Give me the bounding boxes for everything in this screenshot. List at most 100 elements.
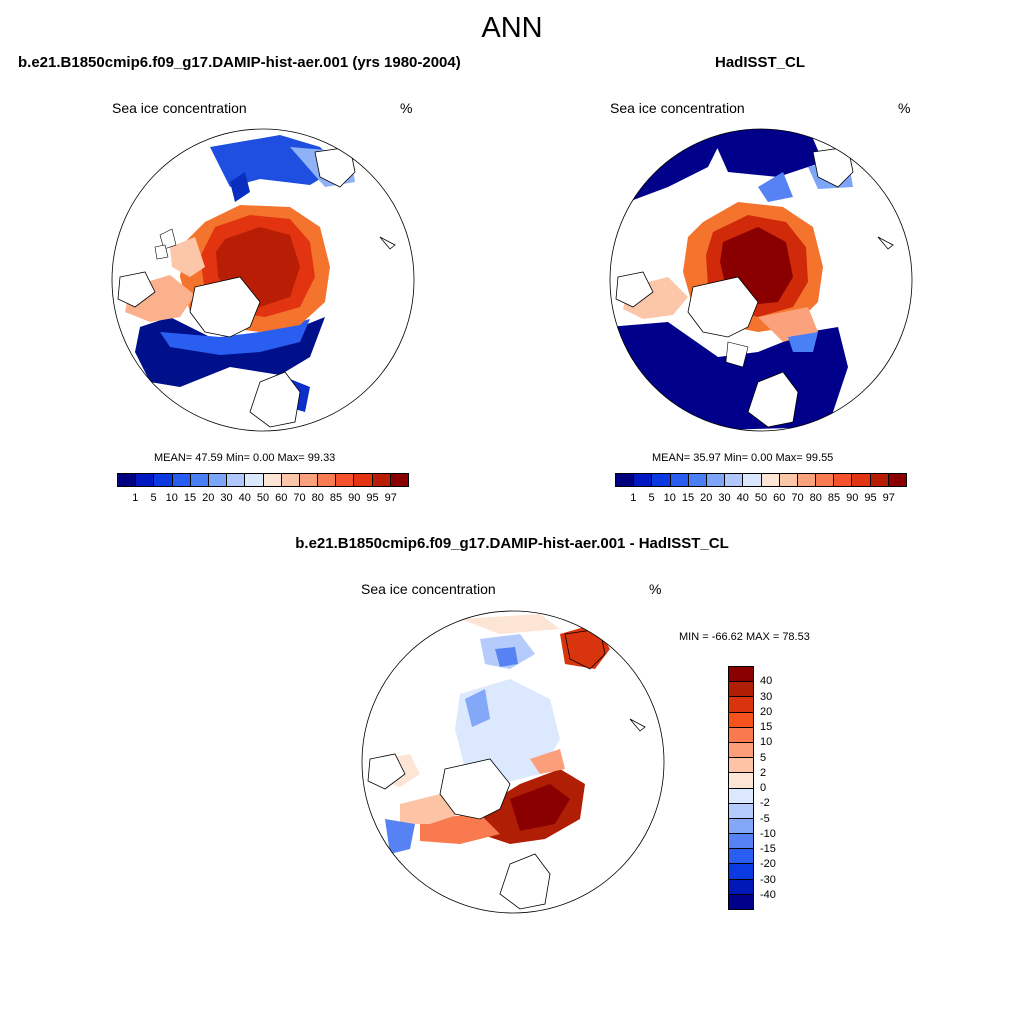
model-colorbar-swatch	[136, 474, 155, 486]
diff-colorbar-swatch	[729, 667, 753, 683]
model-colorbar-tick-label: 15	[183, 492, 197, 504]
diff-colorbar-tick-label: 5	[760, 751, 767, 764]
diff-colorbar-swatch	[729, 758, 753, 774]
model-colorbar-tick-label: 10	[165, 492, 178, 504]
model-colorbar-tick-label: 90	[348, 492, 361, 504]
diff-colorbar-tick-label: 20	[760, 705, 773, 718]
obs-colorbar-swatch	[870, 474, 889, 486]
diff-colorbar	[728, 666, 754, 910]
diff-colorbar-tick-label: -20	[760, 858, 776, 871]
obs-colorbar-tick-label: 80	[809, 492, 822, 504]
obs-unit-label: %	[898, 100, 911, 116]
obs-colorbar-tick-label: 95	[864, 492, 877, 504]
model-colorbar-swatch	[118, 474, 137, 486]
model-colorbar-swatch	[281, 474, 300, 486]
model-colorbar-swatch	[172, 474, 191, 486]
model-colorbar-tick-label: 97	[384, 492, 397, 504]
diff-colorbar-tick-label: 30	[760, 690, 773, 703]
diff-panel-title: b.e21.B1850cmip6.f09_g17.DAMIP-hist-aer.…	[295, 535, 729, 552]
obs-colorbar-tick-label: 60	[773, 492, 786, 504]
obs-colorbar-swatch	[725, 474, 744, 486]
model-colorbar-swatch	[263, 474, 282, 486]
obs-colorbar-tick-label: 10	[663, 492, 676, 504]
diff-colorbar-swatch	[729, 727, 753, 743]
obs-colorbar-tick-label: 5	[648, 492, 655, 504]
diff-polar-map	[361, 610, 665, 914]
obs-colorbar-ticks: 1 5 10 15 20 30 40 50 60 70 80 85 90 95 97	[615, 492, 907, 506]
diff-colorbar-swatch	[729, 818, 753, 835]
diff-colorbar-swatch	[729, 803, 753, 819]
model-colorbar-swatch	[245, 474, 264, 486]
diff-field-label: Sea ice concentration	[361, 581, 496, 597]
diff-colorbar-tick-label: -15	[760, 843, 776, 855]
diff-colorbar-tick-label: 10	[760, 736, 773, 749]
model-colorbar-tick-label: 30	[220, 492, 233, 504]
diff-colorbar-tick-label: 0	[760, 782, 767, 794]
obs-colorbar-tick-label: 15	[681, 492, 695, 504]
diff-colorbar-swatch	[729, 773, 753, 789]
model-colorbar-swatch	[227, 474, 246, 486]
model-colorbar-swatch	[208, 474, 228, 486]
model-colorbar-swatch	[190, 474, 209, 486]
model-colorbar-swatch	[154, 474, 173, 486]
model-colorbar-tick-label: 60	[275, 492, 288, 504]
obs-colorbar-tick-label: 20	[700, 492, 713, 504]
obs-colorbar-swatch	[834, 474, 853, 486]
obs-colorbar	[615, 473, 907, 487]
obs-colorbar-tick-label: 30	[718, 492, 731, 504]
obs-colorbar-tick-label: 1	[630, 492, 637, 504]
model-colorbar-swatch	[299, 474, 319, 486]
obs-colorbar-swatch	[761, 474, 780, 486]
obs-panel-title: HadISST_CL	[714, 54, 805, 71]
diff-colorbar-swatch	[729, 894, 753, 909]
model-unit-label: %	[400, 100, 413, 116]
model-colorbar-swatch	[372, 474, 391, 486]
obs-colorbar-swatch	[743, 474, 762, 486]
model-panel-title: b.e21.B1850cmip6.f09_g17.DAMIP-hist-aer.…	[18, 54, 461, 71]
diff-colorbar-swatch	[729, 849, 753, 865]
obs-colorbar-swatch	[852, 474, 871, 486]
model-colorbar-tick-label: 85	[329, 492, 343, 504]
diff-colorbar-swatch	[729, 697, 753, 713]
obs-colorbar-swatch	[652, 474, 671, 486]
model-colorbar-swatch	[390, 474, 408, 486]
model-polar-map	[111, 128, 415, 432]
obs-colorbar-swatch	[634, 474, 653, 486]
model-colorbar-tick-label: 5	[150, 492, 157, 504]
model-colorbar-swatch	[318, 474, 337, 486]
model-colorbar	[117, 473, 409, 487]
diff-colorbar-tick-label: -40	[760, 888, 776, 901]
obs-colorbar-tick-label: 90	[846, 492, 859, 504]
diff-colorbar-swatch	[729, 712, 753, 728]
obs-colorbar-swatch	[816, 474, 835, 486]
diff-colorbar-ticks: 40 30 20 15 10 5 2 0 -2 -5 -10 -15 -20 -30 -40	[760, 666, 800, 910]
model-colorbar-tick-label: 20	[202, 492, 215, 504]
diff-colorbar-tick-label: -10	[760, 827, 776, 840]
model-colorbar-swatch	[336, 474, 355, 486]
model-stats: MEAN= 47.59 Min= 0.00 Max= 99.33	[154, 452, 336, 464]
diff-stats: MIN = -66.62 MAX = 78.53	[679, 631, 810, 643]
obs-colorbar-swatch	[616, 474, 635, 486]
diff-colorbar-swatch	[729, 788, 753, 804]
obs-colorbar-swatch	[706, 474, 726, 486]
obs-field-label: Sea ice concentration	[610, 100, 745, 116]
diff-colorbar-swatch	[729, 879, 753, 895]
diff-colorbar-swatch	[729, 834, 753, 850]
obs-colorbar-tick-label: 70	[791, 492, 804, 504]
diff-colorbar-swatch	[729, 682, 753, 698]
diff-colorbar-tick-label: 15	[760, 721, 773, 733]
obs-colorbar-tick-label: 97	[882, 492, 895, 504]
obs-polar-map	[609, 128, 913, 432]
obs-colorbar-swatch	[779, 474, 798, 486]
main-title: ANN	[481, 12, 543, 44]
diff-colorbar-tick-label: 2	[760, 766, 767, 779]
obs-colorbar-tick-label: 40	[736, 492, 749, 504]
obs-colorbar-swatch	[688, 474, 707, 486]
model-field-label: Sea ice concentration	[112, 100, 247, 116]
obs-stats: MEAN= 35.97 Min= 0.00 Max= 99.55	[652, 452, 834, 464]
obs-colorbar-swatch	[888, 474, 906, 486]
diff-colorbar-tick-label: 40	[760, 675, 773, 688]
model-colorbar-tick-label: 40	[238, 492, 251, 504]
diff-unit-label: %	[649, 581, 662, 597]
model-colorbar-tick-label: 70	[293, 492, 306, 504]
